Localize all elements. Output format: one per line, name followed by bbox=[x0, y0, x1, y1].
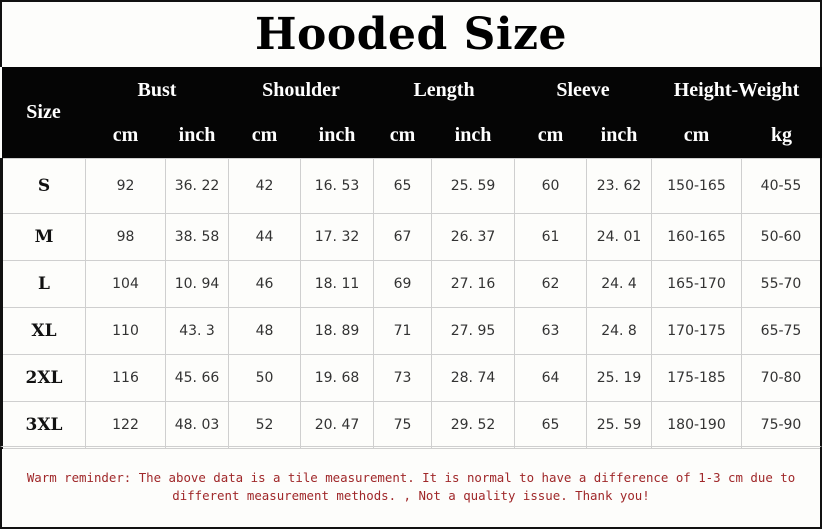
table-row: S 92 36. 22 42 16. 53 65 25. 59 60 23. 62 150-165… bbox=[0, 158, 822, 214]
table-cell: 27. 16 bbox=[431, 260, 515, 308]
size-table: Size Bust Shoulder Length Sleeve Height-… bbox=[0, 67, 822, 449]
header-row-groups: Size Bust Shoulder Length Sleeve Height-… bbox=[1, 67, 822, 159]
header-unit: inch bbox=[586, 113, 652, 159]
header-length: Length bbox=[373, 67, 515, 113]
table-cell: 160-165 bbox=[651, 213, 742, 261]
size-label: L bbox=[0, 260, 86, 308]
table-cell: 55-70 bbox=[740, 260, 822, 308]
table-cell: 24. 01 bbox=[586, 213, 652, 261]
header-unit: cm bbox=[514, 113, 587, 159]
size-table-body: S 92 36. 22 42 16. 53 65 25. 59 60 23. 62 150-165… bbox=[0, 158, 822, 449]
table-row: 3XL 122 48. 03 52 20. 47 75 29. 52 65 25. 59 180-… bbox=[0, 401, 822, 449]
header-unit: cm bbox=[228, 113, 301, 159]
table-cell: 122 bbox=[85, 401, 166, 449]
table-cell: 52 bbox=[228, 401, 301, 449]
table-cell: 64 bbox=[514, 354, 587, 402]
table-cell: 24. 4 bbox=[586, 260, 652, 308]
table-cell: 44 bbox=[228, 213, 301, 261]
table-cell: 92 bbox=[85, 158, 166, 214]
table-cell: 25. 59 bbox=[586, 401, 652, 449]
table-cell: 150-165 bbox=[651, 158, 742, 214]
table-cell: 16. 53 bbox=[300, 158, 374, 214]
table-cell: 65 bbox=[514, 401, 587, 449]
size-label: 3XL bbox=[0, 401, 86, 449]
size-label: S bbox=[0, 158, 86, 214]
table-row: 2XL 116 45. 66 50 19. 68 73 28. 74 64 25. 19 175-… bbox=[0, 354, 822, 402]
table-cell: 25. 59 bbox=[431, 158, 515, 214]
table-cell: 73 bbox=[373, 354, 432, 402]
table-cell: 180-190 bbox=[651, 401, 742, 449]
table-cell: 70-80 bbox=[740, 354, 822, 402]
table-cell: 23. 62 bbox=[586, 158, 652, 214]
table-cell: 40-55 bbox=[740, 158, 822, 214]
size-label: 2XL bbox=[0, 354, 86, 402]
table-cell: 24. 8 bbox=[586, 307, 652, 355]
header-unit: inch bbox=[165, 113, 229, 159]
table-cell: 28. 74 bbox=[431, 354, 515, 402]
table-cell: 43. 3 bbox=[165, 307, 229, 355]
table-cell: 38. 58 bbox=[165, 213, 229, 261]
header-row-units: cm inch cm inch cm inch cm inch cm kg bbox=[2, 113, 822, 159]
header-unit: inch bbox=[300, 113, 374, 159]
size-label: M bbox=[0, 213, 86, 261]
warm-reminder-text: Warm reminder: The above data is a tile … bbox=[26, 470, 796, 503]
table-cell: 10. 94 bbox=[165, 260, 229, 308]
table-cell: 48 bbox=[228, 307, 301, 355]
table-cell: 36. 22 bbox=[165, 158, 229, 214]
header-unit: kg bbox=[741, 113, 822, 159]
chart-title: Hooded Size bbox=[254, 9, 568, 60]
table-cell: 170-175 bbox=[651, 307, 742, 355]
table-cell: 63 bbox=[514, 307, 587, 355]
table-cell: 20. 47 bbox=[300, 401, 374, 449]
header-shoulder: Shoulder bbox=[228, 67, 374, 113]
header-unit: cm bbox=[651, 113, 742, 159]
table-cell: 75-90 bbox=[740, 401, 822, 449]
header-bust: Bust bbox=[85, 67, 229, 113]
table-cell: 18. 11 bbox=[300, 260, 374, 308]
table-row: XL 110 43. 3 48 18. 89 71 27. 95 63 24. 8 170-175… bbox=[0, 307, 822, 355]
table-cell: 48. 03 bbox=[165, 401, 229, 449]
header-unit: cm bbox=[85, 113, 166, 159]
table-cell: 116 bbox=[85, 354, 166, 402]
table-cell: 26. 37 bbox=[431, 213, 515, 261]
table-cell: 75 bbox=[373, 401, 432, 449]
table-row: M 98 38. 58 44 17. 32 67 26. 37 61 24. 01 160-165… bbox=[0, 213, 822, 261]
table-cell: 25. 19 bbox=[586, 354, 652, 402]
header-unit: cm bbox=[373, 113, 432, 159]
header-size: Size bbox=[1, 67, 86, 159]
header-height-weight: Height-Weight bbox=[651, 67, 822, 113]
table-cell: 18. 89 bbox=[300, 307, 374, 355]
table-cell: 27. 95 bbox=[431, 307, 515, 355]
size-label: XL bbox=[0, 307, 86, 355]
table-cell: 60 bbox=[514, 158, 587, 214]
table-cell: 104 bbox=[85, 260, 166, 308]
table-cell: 175-185 bbox=[651, 354, 742, 402]
table-cell: 42 bbox=[228, 158, 301, 214]
header-unit: inch bbox=[431, 113, 515, 159]
table-cell: 19. 68 bbox=[300, 354, 374, 402]
table-cell: 67 bbox=[373, 213, 432, 261]
table-row: L 104 10. 94 46 18. 11 69 27. 16 62 24. 4 165-170… bbox=[0, 260, 822, 308]
table-cell: 65-75 bbox=[740, 307, 822, 355]
table-cell: 61 bbox=[514, 213, 587, 261]
table-cell: 98 bbox=[85, 213, 166, 261]
table-cell: 110 bbox=[85, 307, 166, 355]
table-cell: 65 bbox=[373, 158, 432, 214]
table-cell: 50 bbox=[228, 354, 301, 402]
table-cell: 17. 32 bbox=[300, 213, 374, 261]
header-sleeve: Sleeve bbox=[514, 67, 652, 113]
reminder-box: Warm reminder: The above data is a tile … bbox=[0, 446, 822, 529]
table-cell: 71 bbox=[373, 307, 432, 355]
table-cell: 50-60 bbox=[740, 213, 822, 261]
table-cell: 45. 66 bbox=[165, 354, 229, 402]
table-cell: 62 bbox=[514, 260, 587, 308]
table-cell: 46 bbox=[228, 260, 301, 308]
title-banner: Hooded Size bbox=[0, 0, 822, 67]
table-cell: 69 bbox=[373, 260, 432, 308]
table-cell: 165-170 bbox=[651, 260, 742, 308]
table-cell: 29. 52 bbox=[431, 401, 515, 449]
